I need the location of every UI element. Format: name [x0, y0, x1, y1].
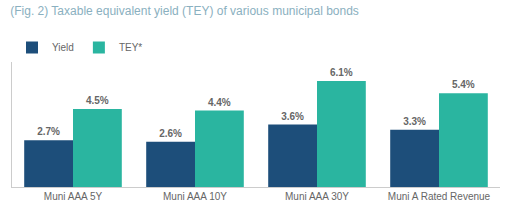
svg-text:TEY*: TEY* — [119, 42, 142, 53]
svg-text:2.7%: 2.7% — [37, 126, 60, 137]
svg-text:5.4%: 5.4% — [452, 79, 475, 90]
svg-text:2.6%: 2.6% — [159, 128, 182, 139]
svg-text:3.6%: 3.6% — [281, 111, 304, 122]
svg-text:Muni AAA 30Y: Muni AAA 30Y — [285, 191, 349, 202]
svg-text:4.4%: 4.4% — [208, 97, 231, 108]
svg-text:4.5%: 4.5% — [86, 95, 109, 106]
svg-text:6.1%: 6.1% — [330, 67, 353, 78]
svg-text:Yield: Yield — [52, 42, 74, 53]
svg-text:Muni AAA 5Y: Muni AAA 5Y — [44, 191, 103, 202]
svg-text:Muni AAA 10Y: Muni AAA 10Y — [163, 191, 227, 202]
svg-text:3.3%: 3.3% — [403, 116, 426, 127]
svg-text:(Fig. 2) Taxable equivalent yi: (Fig. 2) Taxable equivalent yield (TEY) … — [10, 4, 359, 18]
svg-text:Muni A Rated Revenue: Muni A Rated Revenue — [388, 191, 491, 202]
